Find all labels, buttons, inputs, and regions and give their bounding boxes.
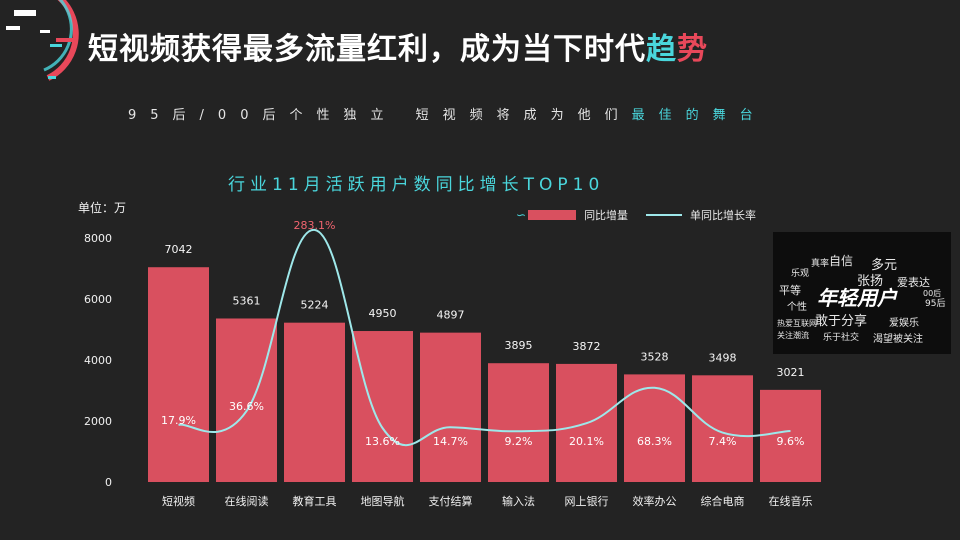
word-cloud-word: 个性	[787, 302, 807, 313]
rate-label: 13.6%	[365, 435, 400, 448]
word-cloud-word: 00后	[923, 289, 942, 298]
y-tick-label: 6000	[84, 293, 112, 306]
x-tick-label: 教育工具	[293, 494, 337, 508]
bar-value-label: 4950	[369, 307, 397, 320]
word-cloud-word: 关注潮流	[777, 331, 809, 340]
word-cloud-word: 95后	[925, 299, 946, 309]
x-tick-label: 支付结算	[429, 494, 473, 508]
bar-value-label: 5224	[301, 299, 329, 312]
page-subtitle: 95后/00后个性独立 短视频将成为他们最佳的舞台	[128, 104, 767, 123]
x-tick-label: 在线音乐	[769, 494, 813, 508]
bar	[352, 331, 413, 482]
bar-value-label: 4897	[437, 309, 465, 322]
growth-rate-line	[178, 228, 791, 447]
y-axis-unit: 单位：万	[78, 201, 127, 215]
rate-label: 68.3%	[637, 435, 672, 448]
brand-logo	[6, 0, 79, 81]
word-cloud-word: 敢于分享	[815, 314, 868, 329]
rate-label: 14.7%	[433, 435, 468, 448]
bar	[148, 267, 209, 482]
y-tick-label: 4000	[84, 354, 112, 367]
legend-bar-label: 同比增量	[584, 209, 629, 222]
rate-label: 20.1%	[569, 435, 604, 448]
bar-value-label: 3498	[709, 351, 737, 364]
subtitle-highlight: 最佳的舞台	[631, 108, 767, 123]
word-cloud-word: 自信	[829, 254, 854, 268]
rate-label: 9.6%	[777, 435, 805, 448]
bar-value-label: 3895	[505, 339, 533, 352]
word-cloud-word: 张扬	[857, 274, 884, 289]
legend-line-label: 单同比增长率	[690, 209, 756, 222]
legend-bar-swatch	[528, 210, 577, 220]
bar	[420, 332, 481, 482]
word-cloud-word: 多元	[871, 258, 898, 273]
legend-line-swatch	[646, 214, 682, 216]
bar	[488, 363, 549, 482]
word-cloud-word: 渴望被关注	[873, 334, 923, 345]
x-tick-label: 短视频	[162, 494, 195, 508]
subtitle-text: 95后/00后个性独立 短视频将成为他们	[128, 108, 632, 123]
word-cloud-image: 年轻用户 真率 自信 多元乐观张扬 爱表达平等 00后个性 95后热爱互联网 敢于分享 关注潮…	[773, 232, 951, 354]
x-tick-label: 输入法	[502, 494, 535, 508]
legend-item-line: 单同比增长率	[646, 207, 756, 223]
rate-label: 7.4%	[709, 435, 737, 448]
bar	[216, 318, 277, 482]
rate-label: 17.9%	[161, 414, 196, 427]
legend-item-bar: ∽ 同比增量	[516, 207, 628, 223]
word-cloud-word: 平等	[779, 284, 801, 297]
word-cloud-word: 真率	[811, 259, 830, 269]
bar-value-label: 3872	[573, 340, 601, 353]
x-tick-label: 效率办公	[633, 494, 677, 508]
bar-value-label: 3528	[641, 350, 669, 363]
word-cloud-word: 热爱互联网	[777, 319, 817, 328]
chart-title: 行业11月活跃用户数同比增长TOP10	[228, 175, 605, 195]
title-accent-cyan: 趋	[646, 32, 677, 67]
bar-value-label: 7042	[165, 243, 193, 256]
rate-label: 283.1%	[294, 219, 336, 232]
y-tick-label: 2000	[84, 415, 112, 428]
bar	[284, 322, 345, 482]
bar	[624, 374, 685, 482]
x-tick-label: 网上银行	[565, 494, 609, 508]
x-tick-label: 在线阅读	[225, 494, 269, 508]
rate-label: 36.6%	[229, 400, 264, 413]
bar-value-label: 5361	[233, 294, 261, 307]
x-tick-label: 综合电商	[701, 494, 745, 508]
title-text: 短视频获得最多流量红利，成为当下时代	[88, 32, 646, 67]
title-accent-red: 势	[677, 32, 708, 67]
y-tick-label: 8000	[84, 232, 112, 245]
word-cloud-main: 年轻用户	[817, 286, 897, 310]
bar	[692, 375, 753, 482]
rate-label: 9.2%	[505, 435, 533, 448]
bar	[760, 389, 821, 482]
word-cloud-word: 爱娱乐	[889, 318, 919, 329]
word-cloud-word: 爱表达	[897, 276, 930, 289]
x-tick-label: 地图导航	[361, 494, 405, 508]
word-cloud-word: 乐观	[791, 269, 810, 279]
y-tick-label: 0	[105, 476, 112, 489]
link-icon: ∽	[516, 208, 527, 222]
page-title: 短视频获得最多流量红利，成为当下时代趋势	[88, 24, 708, 68]
bar-value-label: 3021	[777, 366, 805, 379]
word-cloud-word: 乐于社交	[823, 333, 860, 343]
